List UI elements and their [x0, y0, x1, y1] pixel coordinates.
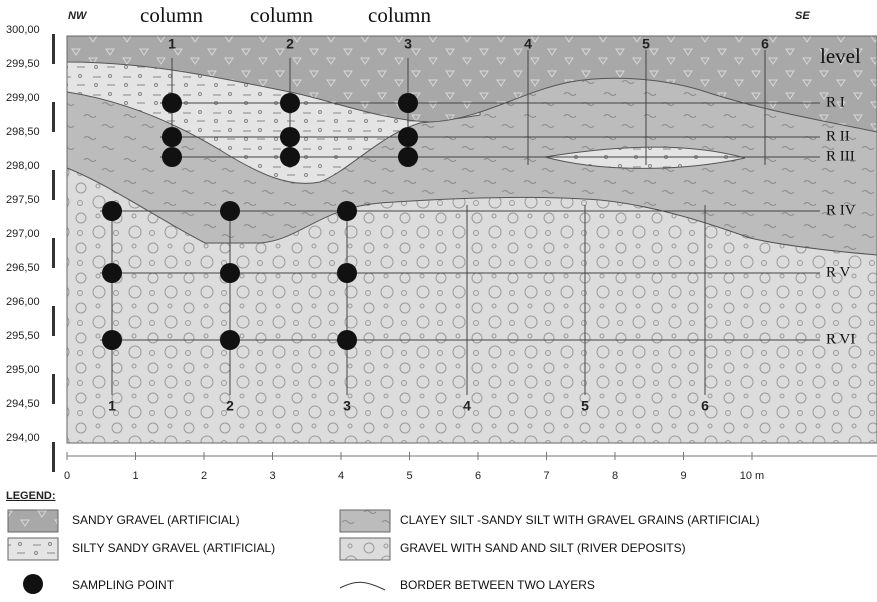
sampling-point [162, 147, 182, 167]
strata [67, 36, 877, 443]
sampling-point [220, 201, 240, 221]
sampling-point [337, 330, 357, 350]
legend-label: SANDY GRAVEL (ARTIFICIAL) [72, 513, 240, 527]
legend-swatch [8, 538, 58, 560]
y-tick-label: 294,00 [6, 432, 40, 444]
column-heading: column [368, 3, 431, 27]
x-tick-label: 5 [406, 470, 412, 482]
column-number-bottom: 4 [463, 398, 471, 414]
sampling-point [102, 201, 122, 221]
level-label: R V [826, 264, 850, 280]
legend-label: BORDER BETWEEN TWO LAYERS [400, 578, 595, 592]
y-tick-label: 298,00 [6, 160, 40, 172]
sampling-point [102, 330, 122, 350]
page: {"header": {"nw": "NW", "se": "SE", "col… [0, 0, 877, 602]
column-number-top: 3 [404, 36, 412, 52]
level-label: R III [826, 148, 855, 164]
y-tick-label: 295,50 [6, 330, 40, 342]
legend-swatch [340, 538, 390, 560]
y-tick-label: 294,50 [6, 398, 40, 410]
y-tick-bar [52, 102, 55, 132]
column-number-top: 5 [642, 36, 650, 52]
sampling-point [280, 147, 300, 167]
y-tick-label: 297,50 [6, 194, 40, 206]
level-label: R IV [826, 202, 856, 218]
sampling-point [398, 127, 418, 147]
level-label: R I [826, 94, 845, 110]
y-tick-label: 298,50 [6, 126, 40, 138]
y-tick-label: 299,50 [6, 58, 40, 70]
x-tick-label: 1 [132, 470, 138, 482]
column-heading: column [250, 3, 313, 27]
y-tick-bar [52, 442, 55, 472]
legend-swatch [23, 574, 43, 594]
legend-swatch [340, 582, 385, 590]
x-tick-label: 4 [338, 470, 344, 482]
y-tick-label: 299,00 [6, 92, 40, 104]
y-tick-bar [52, 238, 55, 268]
nw-label: NW [68, 10, 88, 22]
legend-label: SAMPLING POINT [72, 578, 175, 592]
y-tick-label: 295,00 [6, 364, 40, 376]
x-tick-label: 9 [680, 470, 686, 482]
y-tick-label: 297,00 [6, 228, 40, 240]
column-number-bottom: 1 [108, 398, 116, 414]
level-heading: level [820, 44, 861, 68]
sampling-point [220, 263, 240, 283]
column-heading: column [140, 3, 203, 27]
x-tick-label: 3 [269, 470, 275, 482]
column-number-bottom: 6 [701, 398, 709, 414]
x-tick-label: 0 [64, 470, 70, 482]
x-tick-label: 6 [475, 470, 481, 482]
sampling-point [102, 263, 122, 283]
legend-swatch [8, 510, 58, 532]
legend-label: GRAVEL WITH SAND AND SILT (RIVER DEPOSIT… [400, 541, 686, 555]
se-label: SE [795, 10, 810, 22]
column-number-top: 6 [761, 36, 769, 52]
sampling-point [337, 263, 357, 283]
level-label: R VI [826, 331, 855, 347]
column-number-bottom: 3 [343, 398, 351, 414]
x-tick-label: 2 [201, 470, 207, 482]
sampling-point [398, 147, 418, 167]
x-tick-label: 7 [543, 470, 549, 482]
level-label: R II [826, 128, 850, 144]
sampling-point [337, 201, 357, 221]
sampling-point [220, 330, 240, 350]
x-tick-label: 8 [612, 470, 618, 482]
y-tick-label: 296,00 [6, 296, 40, 308]
legend-title: LEGEND: [6, 490, 56, 502]
cross-section: NW SE column column column level 300,00 299,50 2… [0, 0, 877, 602]
column-number-top: 4 [524, 36, 532, 52]
sampling-point [280, 127, 300, 147]
column-number-top: 1 [168, 36, 176, 52]
y-tick-bar [52, 170, 55, 200]
column-number-bottom: 2 [226, 398, 234, 414]
column-number-bottom: 5 [581, 398, 589, 414]
sampling-point [398, 93, 418, 113]
y-tick-label: 296,50 [6, 262, 40, 274]
y-tick-bar [52, 306, 55, 336]
legend-label: SILTY SANDY GRAVEL (ARTIFICIAL) [72, 541, 275, 555]
y-tick-bar [52, 374, 55, 404]
sampling-point [162, 93, 182, 113]
x-tick-label: 10 m [740, 470, 764, 482]
sampling-point [162, 127, 182, 147]
y-tick-bar [52, 34, 55, 64]
y-tick-label: 300,00 [6, 24, 40, 36]
legend-label: CLAYEY SILT -SANDY SILT WITH GRAVEL GRAI… [400, 513, 760, 527]
sampling-point [280, 93, 300, 113]
column-number-top: 2 [286, 36, 294, 52]
legend-swatch [340, 510, 390, 532]
